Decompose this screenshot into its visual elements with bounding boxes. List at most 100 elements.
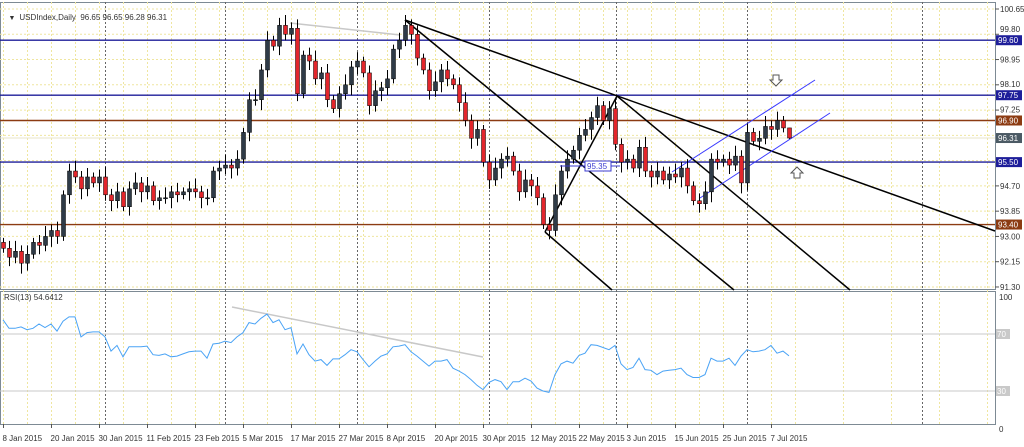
up-arrow-icon xyxy=(789,166,805,179)
candle-body xyxy=(379,87,384,92)
candle-body xyxy=(559,170,564,196)
x-tick-label: 12 May 2015 xyxy=(531,434,578,443)
candle-body xyxy=(487,161,492,181)
candle-body xyxy=(319,72,324,80)
collapse-triangle-icon[interactable]: ▼ xyxy=(8,15,16,22)
candle-body xyxy=(433,81,438,92)
gray-trendline xyxy=(289,22,401,36)
candle-body xyxy=(727,158,732,166)
x-tick-label: 20 Apr 2015 xyxy=(435,434,479,443)
candle-body xyxy=(715,158,720,163)
y-tick-label: 93.00 xyxy=(1000,232,1021,241)
candle-body xyxy=(163,197,168,200)
candle-body xyxy=(679,167,684,178)
y-tick-label: 98.95 xyxy=(1000,56,1021,65)
x-tick-label: 25 Jun 2015 xyxy=(723,434,768,443)
candle-body xyxy=(403,25,408,41)
candle-body xyxy=(745,132,750,184)
candle-body xyxy=(313,60,318,80)
candle-body xyxy=(697,200,702,204)
candle-body xyxy=(253,99,258,101)
candle-body xyxy=(79,176,84,190)
candle-body xyxy=(217,167,222,172)
y-tick-label: 100.65 xyxy=(1000,5,1024,14)
candle-body xyxy=(121,191,126,207)
candle-body xyxy=(85,176,90,190)
candle-body xyxy=(673,173,678,178)
candle-body xyxy=(157,197,162,202)
candle-body xyxy=(73,170,78,178)
candle-body xyxy=(55,230,60,237)
candle-body xyxy=(769,126,774,130)
candle-body xyxy=(67,170,72,196)
level-label: 96.90 xyxy=(998,116,1019,125)
trendline xyxy=(544,231,613,291)
candle-body xyxy=(325,72,330,100)
candle-body xyxy=(13,251,18,258)
candle-body xyxy=(655,170,660,178)
candle-body xyxy=(775,120,780,130)
candle-body xyxy=(61,194,66,237)
candle-body xyxy=(685,167,690,187)
candle-body xyxy=(643,146,648,172)
candle-body xyxy=(349,66,354,86)
candle-body xyxy=(25,254,30,264)
rsi-trendline xyxy=(231,306,484,358)
candle-body xyxy=(439,69,444,83)
x-tick-label: 23 Feb 2015 xyxy=(195,434,240,443)
candle-body xyxy=(703,191,708,204)
candle-body xyxy=(181,191,186,196)
level-label-box xyxy=(996,35,1022,46)
candle-body xyxy=(205,197,210,200)
candle-body xyxy=(169,191,174,199)
candle-body xyxy=(625,158,630,163)
candle-body xyxy=(763,126,768,139)
candle-body xyxy=(463,102,468,121)
candle-body xyxy=(211,170,216,199)
x-tick-label: 17 Mar 2015 xyxy=(291,434,336,443)
candle-body xyxy=(757,138,762,142)
price-label-box xyxy=(584,160,612,172)
candle-body xyxy=(613,108,618,145)
candle-body xyxy=(43,236,48,246)
price-label: 95.35 xyxy=(587,162,608,171)
y-tick-label: 91.30 xyxy=(1000,283,1021,292)
candle-body xyxy=(343,84,348,94)
candle-body xyxy=(637,146,642,169)
candle-body xyxy=(691,185,696,202)
candle-body xyxy=(571,149,576,160)
candle-body xyxy=(607,108,612,121)
candle-body xyxy=(229,164,234,169)
y-tick-label: 99.80 xyxy=(1000,25,1021,34)
candle-body xyxy=(187,188,192,193)
symbol-title: USDIndex,Daily xyxy=(19,13,76,22)
candle-body xyxy=(583,129,588,136)
y-tick-label: 92.15 xyxy=(1000,258,1021,267)
candle-body xyxy=(115,191,120,202)
x-tick-label: 7 Jul 2015 xyxy=(771,434,808,443)
candle-body xyxy=(91,176,96,184)
level-label: 95.50 xyxy=(998,158,1019,167)
rsi-tick-label: 0 xyxy=(999,425,1004,434)
candle-body xyxy=(721,158,726,163)
candle-body xyxy=(385,78,390,89)
candle-body xyxy=(337,93,342,109)
x-tick-label: 11 Feb 2015 xyxy=(147,434,192,443)
y-tick-label: 94.70 xyxy=(1000,182,1021,191)
trendline xyxy=(404,19,996,232)
candle-body xyxy=(271,39,276,47)
x-tick-label: 27 Mar 2015 xyxy=(339,434,384,443)
candle-body xyxy=(589,117,594,130)
candle-body xyxy=(595,105,600,118)
candle-body xyxy=(631,158,636,169)
rsi-level-box xyxy=(996,329,1010,339)
candle-body xyxy=(373,90,378,106)
candle-body xyxy=(451,78,456,86)
rsi-level-label: 70 xyxy=(997,330,1006,339)
candle-body xyxy=(127,188,132,207)
x-tick-label: 30 Apr 2015 xyxy=(483,434,527,443)
x-tick-label: 22 May 2015 xyxy=(579,434,626,443)
candle-body xyxy=(331,99,336,109)
candle-body xyxy=(751,132,756,142)
candle-body xyxy=(415,34,420,59)
